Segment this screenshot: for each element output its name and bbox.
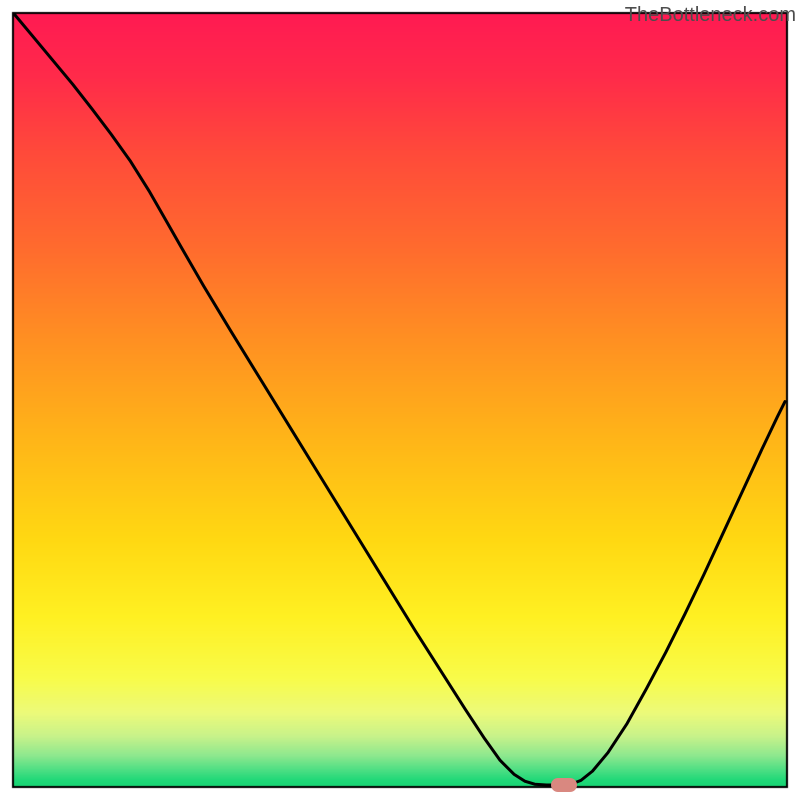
chart-overlay-svg bbox=[0, 0, 800, 800]
bottleneck-curve bbox=[15, 15, 785, 785]
bottleneck-chart: TheBottleneck.com bbox=[0, 0, 800, 800]
watermark-label: TheBottleneck.com bbox=[625, 4, 796, 27]
optimal-point-marker bbox=[551, 778, 577, 792]
